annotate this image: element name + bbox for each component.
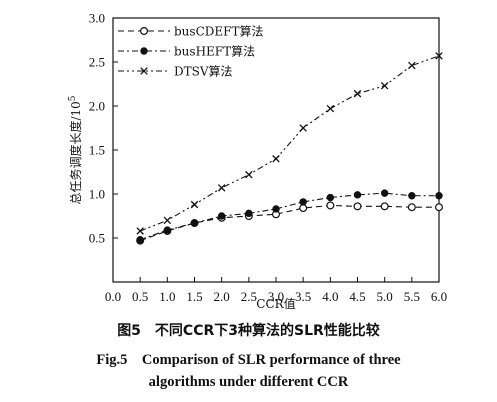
y-tick-label: 2.0	[89, 99, 105, 114]
legend-entry: DTSV算法	[118, 64, 233, 79]
data-point	[435, 192, 443, 200]
data-point	[190, 219, 199, 227]
data-point	[245, 170, 253, 179]
data-point	[163, 226, 172, 234]
data-point	[353, 202, 362, 211]
y-axis-title-exponent: 5	[68, 95, 78, 101]
data-point	[326, 104, 335, 113]
data-point	[136, 227, 144, 235]
legend: busCDEFT算法 busHEFT算法 DTSV算法	[118, 24, 263, 79]
y-tick-label: 2.5	[89, 55, 105, 70]
x-tick-label: 4.5	[349, 289, 365, 304]
data-point	[380, 189, 389, 197]
data-point	[299, 204, 308, 213]
data-point	[353, 191, 362, 199]
series-3	[136, 52, 443, 235]
y-tick-label: 1.0	[89, 187, 105, 202]
data-point	[217, 212, 226, 220]
legend-marker	[140, 47, 148, 55]
series-line	[139, 55, 440, 232]
legend-entry: busCDEFT算法	[118, 24, 263, 39]
plot-frame	[112, 17, 440, 283]
x-axis-ticks: 0.0 0.5 1.0 1.5 2.0 2.5 3.0 3.5 4.0 4.5 5.0 5.5 6.0	[105, 277, 447, 304]
data-point	[435, 52, 443, 60]
data-point	[380, 82, 389, 90]
data-point	[217, 184, 226, 192]
data-point	[299, 124, 307, 132]
axes	[112, 17, 440, 283]
data-point	[272, 205, 280, 213]
data-point	[326, 193, 335, 202]
data-point	[326, 201, 335, 210]
x-axis-title: CCR值	[256, 296, 295, 311]
series-layer	[136, 52, 444, 245]
x-tick-label: 6.0	[431, 289, 447, 304]
legend-label: busHEFT算法	[174, 44, 255, 59]
y-tick-label: 0.5	[89, 231, 105, 246]
data-point	[136, 236, 144, 244]
x-tick-label: 3.0	[268, 289, 284, 304]
legend-label: DTSV算法	[174, 64, 233, 79]
chart: 0.0 0.5 1.0 1.5 2.0 2.5 3.0 3.5 4.0 4.5 5.0 5.5 6.0 …	[68, 11, 447, 312]
x-tick-label: 0.0	[105, 289, 121, 304]
x-tick-label: 0.5	[132, 289, 148, 304]
legend-marker	[140, 27, 149, 36]
data-point	[245, 209, 253, 218]
y-tick-label: 3.0	[89, 11, 105, 26]
data-point	[435, 203, 444, 212]
y-axis-ticks: 0.5 1.0 1.5 2.0 2.5 3.0	[89, 11, 118, 246]
data-point	[299, 198, 307, 206]
series-1	[136, 201, 444, 245]
x-tick-label: 1.5	[186, 289, 202, 304]
series-2	[136, 189, 443, 244]
y-tick-label: 1.5	[89, 143, 105, 158]
data-point	[190, 200, 199, 209]
x-tick-label: 5.5	[404, 289, 420, 304]
figure-caption-english-line1: Fig.5 Comparison of SLR performance of t…	[96, 352, 401, 368]
x-tick-label: 5.0	[377, 289, 393, 304]
data-point	[407, 203, 416, 212]
series-line	[139, 192, 439, 241]
series-line	[139, 204, 439, 242]
data-point	[380, 202, 389, 211]
data-point	[163, 216, 172, 225]
legend-marker	[140, 67, 148, 75]
x-tick-label: 2.5	[241, 289, 257, 304]
x-tick-label: 1.0	[159, 289, 175, 304]
data-point	[272, 155, 280, 163]
y-axis-title: 总任务调度长度/105	[68, 95, 83, 204]
legend-entry: busHEFT算法	[118, 44, 255, 59]
legend-label: busCDEFT算法	[174, 24, 263, 39]
figure-caption-chinese: 图5 不同CCR下3种算法的SLR性能比较	[117, 323, 380, 339]
figure-caption-english-line2: algorithms under different CCR	[148, 374, 349, 390]
x-tick-label: 2.0	[214, 289, 230, 304]
x-tick-label: 4.0	[322, 289, 338, 304]
data-point	[408, 192, 416, 200]
data-point	[353, 89, 362, 98]
data-point	[408, 61, 416, 70]
x-tick-label: 3.5	[295, 289, 311, 304]
